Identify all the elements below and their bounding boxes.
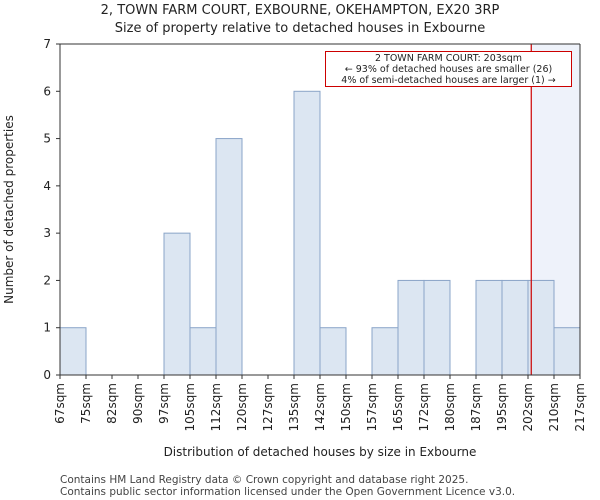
bar-210sqm bbox=[553, 327, 581, 376]
x-tick-label: 150sqm bbox=[339, 383, 353, 431]
y-tick-label: 6 bbox=[43, 84, 51, 98]
bar-195sqm bbox=[501, 279, 529, 376]
x-tick-label: 172sqm bbox=[417, 383, 431, 431]
bar-105sqm bbox=[189, 327, 217, 376]
x-tick-label: 105sqm bbox=[183, 383, 197, 431]
y-tick-label: 4 bbox=[43, 179, 51, 193]
chart-title-line2: Size of property relative to detached ho… bbox=[114, 21, 486, 36]
x-tick-label: 210sqm bbox=[547, 383, 561, 431]
x-tick-label: 90sqm bbox=[131, 383, 145, 424]
x-tick-label: 67sqm bbox=[53, 383, 67, 424]
bar-112sqm bbox=[215, 138, 243, 376]
x-tick-label: 142sqm bbox=[313, 383, 327, 431]
chart-title-line1: 2, TOWN FARM COURT, EXBOURNE, OKEHAMPTON… bbox=[100, 3, 500, 18]
annotation-line2: ← 93% of detached houses are smaller (26… bbox=[344, 64, 553, 75]
x-tick-label: 127sqm bbox=[261, 383, 275, 431]
y-tick-label: 5 bbox=[43, 132, 51, 146]
bar-97sqm bbox=[163, 232, 191, 376]
x-tick-label: 97sqm bbox=[157, 383, 171, 424]
x-tick-label: 135sqm bbox=[287, 383, 301, 431]
property-annotation-box: 2 TOWN FARM COURT: 203sqm ← 93% of detac… bbox=[325, 51, 572, 87]
y-tick-label: 3 bbox=[43, 226, 51, 240]
bar-142sqm bbox=[319, 327, 347, 376]
footer-line1: Contains HM Land Registry data © Crown c… bbox=[60, 474, 469, 486]
bar-165sqm bbox=[397, 279, 425, 376]
y-axis-label: Number of detached properties bbox=[2, 115, 16, 304]
y-tick-label: 0 bbox=[43, 368, 51, 382]
bar-172sqm bbox=[423, 279, 451, 376]
y-tick-label: 2 bbox=[43, 273, 51, 287]
annotation-line1: 2 TOWN FARM COURT: 203sqm bbox=[374, 53, 523, 64]
x-axis-label: Distribution of detached houses by size … bbox=[164, 445, 477, 459]
footer-line2: Contains public sector information licen… bbox=[60, 486, 516, 498]
x-tick-label: 187sqm bbox=[469, 383, 483, 431]
x-tick-label: 112sqm bbox=[209, 383, 223, 431]
x-tick-label: 202sqm bbox=[521, 383, 535, 431]
annotation-line3: 4% of semi-detached houses are larger (1… bbox=[341, 75, 556, 86]
x-tick-label: 82sqm bbox=[105, 383, 119, 424]
x-tick-label: 195sqm bbox=[495, 383, 509, 431]
bar-187sqm bbox=[475, 279, 503, 376]
y-tick-label: 1 bbox=[43, 321, 51, 335]
x-tick-label: 217sqm bbox=[573, 383, 587, 431]
bar-157sqm bbox=[371, 327, 399, 376]
bar-202sqm bbox=[527, 279, 555, 376]
x-tick-label: 120sqm bbox=[235, 383, 249, 431]
x-tick-label: 180sqm bbox=[443, 383, 457, 431]
bar-67sqm bbox=[59, 327, 87, 376]
x-tick-label: 165sqm bbox=[391, 383, 405, 431]
x-tick-label: 157sqm bbox=[365, 383, 379, 431]
y-tick-label: 7 bbox=[43, 37, 51, 51]
bar-135sqm bbox=[293, 90, 321, 376]
x-tick-label: 75sqm bbox=[79, 383, 93, 424]
